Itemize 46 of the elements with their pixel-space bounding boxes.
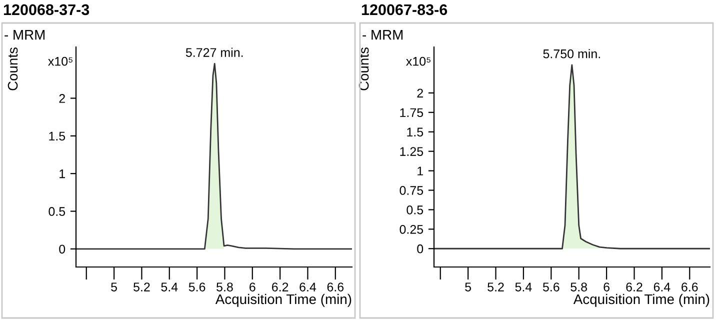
x-axis-title: Acquisition Time (min) bbox=[573, 294, 710, 307]
chart-title: 120067-83-6 bbox=[362, 4, 448, 16]
y-axis-title: Counts bbox=[358, 48, 369, 90]
y-tick-label: 0.5 bbox=[48, 207, 66, 216]
x-tick-label: 6.2 bbox=[626, 282, 642, 292]
y-tick-label: 0 bbox=[417, 244, 424, 254]
y-tick-label: 0.25 bbox=[400, 224, 424, 234]
x-tick-label: 5.8 bbox=[570, 282, 587, 292]
y-tick-label: 0.5 bbox=[406, 206, 424, 214]
y-tick-label: 2 bbox=[417, 88, 423, 98]
x-tick-label: 5.4 bbox=[161, 282, 178, 292]
x-tick-label: 6 bbox=[604, 282, 610, 292]
x-tick-label: 5.6 bbox=[188, 282, 206, 292]
text: x10⁵ bbox=[406, 56, 430, 66]
y-tick-label: 1 bbox=[418, 166, 423, 176]
chart-subtitle: - MRM bbox=[362, 30, 403, 40]
y-tick-label: 2 bbox=[59, 94, 65, 103]
line-series bbox=[434, 64, 710, 250]
y-tick-label: 0.75 bbox=[400, 186, 424, 195]
x-tick-label: 5.2 bbox=[488, 282, 504, 292]
y-tick-label: 1.25 bbox=[400, 147, 424, 156]
annotation: 5.750 min. bbox=[543, 49, 600, 58]
y-tick-label: 0 bbox=[59, 244, 66, 254]
x-tick-label: 6.6 bbox=[682, 282, 698, 292]
y-tick-label: 1.5 bbox=[49, 132, 66, 141]
x-tick-label: 5.8 bbox=[216, 282, 233, 292]
x-tick-label: 5.6 bbox=[542, 282, 560, 292]
x-tick-label: 6 bbox=[250, 282, 256, 292]
text: x10⁵ bbox=[48, 56, 72, 66]
y-tick-label: 1.5 bbox=[407, 128, 424, 137]
x-tick-label: 6.2 bbox=[272, 282, 288, 292]
y-tick-label: 1 bbox=[60, 170, 65, 178]
chart-title: 120068-37-3 bbox=[4, 4, 90, 16]
x-tick-label: 5.4 bbox=[515, 282, 532, 292]
x-tick-label: 6.6 bbox=[327, 282, 344, 292]
x-tick-label: 5 bbox=[465, 282, 472, 292]
x-tick-label: 6.4 bbox=[300, 282, 316, 292]
line-series bbox=[76, 62, 352, 250]
x-tick-label: 6.4 bbox=[654, 282, 670, 292]
annotation: 5.727 min. bbox=[186, 48, 243, 57]
x-tick-label: 5.2 bbox=[134, 282, 150, 292]
x-tick-label: 5 bbox=[111, 282, 117, 292]
y-tick-label: 1.75 bbox=[400, 108, 424, 118]
y-axis-title: Counts bbox=[8, 48, 18, 90]
chart-subtitle: - MRM bbox=[4, 30, 45, 40]
x-axis-title: Acquisition Time (min) bbox=[215, 294, 352, 307]
